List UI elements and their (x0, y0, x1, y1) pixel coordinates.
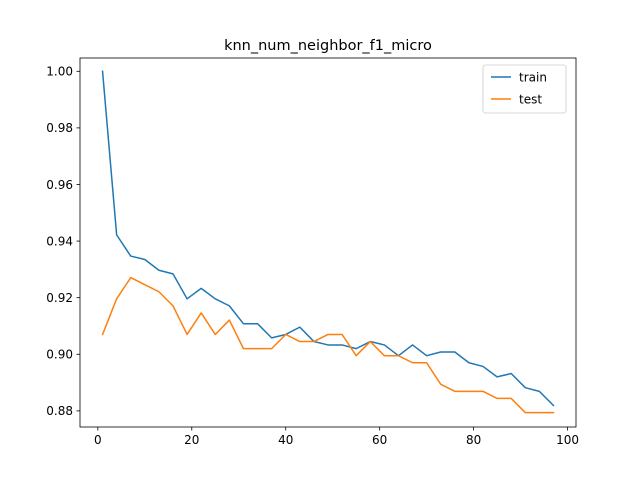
y-tick-label: 1.00 (46, 65, 73, 79)
legend-label-test: test (519, 92, 542, 106)
x-tick-label: 40 (278, 433, 293, 447)
x-tick-label: 80 (466, 433, 481, 447)
legend-label-train: train (519, 70, 547, 84)
y-tick-label: 0.92 (46, 291, 73, 305)
y-tick-label: 0.88 (46, 404, 73, 418)
x-tick-label: 100 (556, 433, 579, 447)
series-layer (101, 70, 555, 414)
legend: train test (482, 64, 567, 114)
x-tick-label: 0 (94, 433, 102, 447)
series-line-train (101, 70, 555, 407)
y-tick-label: 0.98 (46, 121, 73, 135)
y-tick-label: 0.94 (46, 234, 73, 248)
y-tick-label: 0.96 (46, 178, 73, 192)
plot-frame (79, 57, 577, 428)
y-tick-label: 0.90 (46, 348, 73, 362)
series-line-test (101, 276, 555, 414)
x-tick-label: 20 (184, 433, 199, 447)
axes-layer: 0 20 40 60 80 100 0.88 0.90 0.92 0.94 0.96 0.98 1.00 (46, 57, 579, 447)
chart-title: knn_num_neighbor_f1_micro (224, 38, 432, 54)
x-tick-label: 60 (372, 433, 387, 447)
